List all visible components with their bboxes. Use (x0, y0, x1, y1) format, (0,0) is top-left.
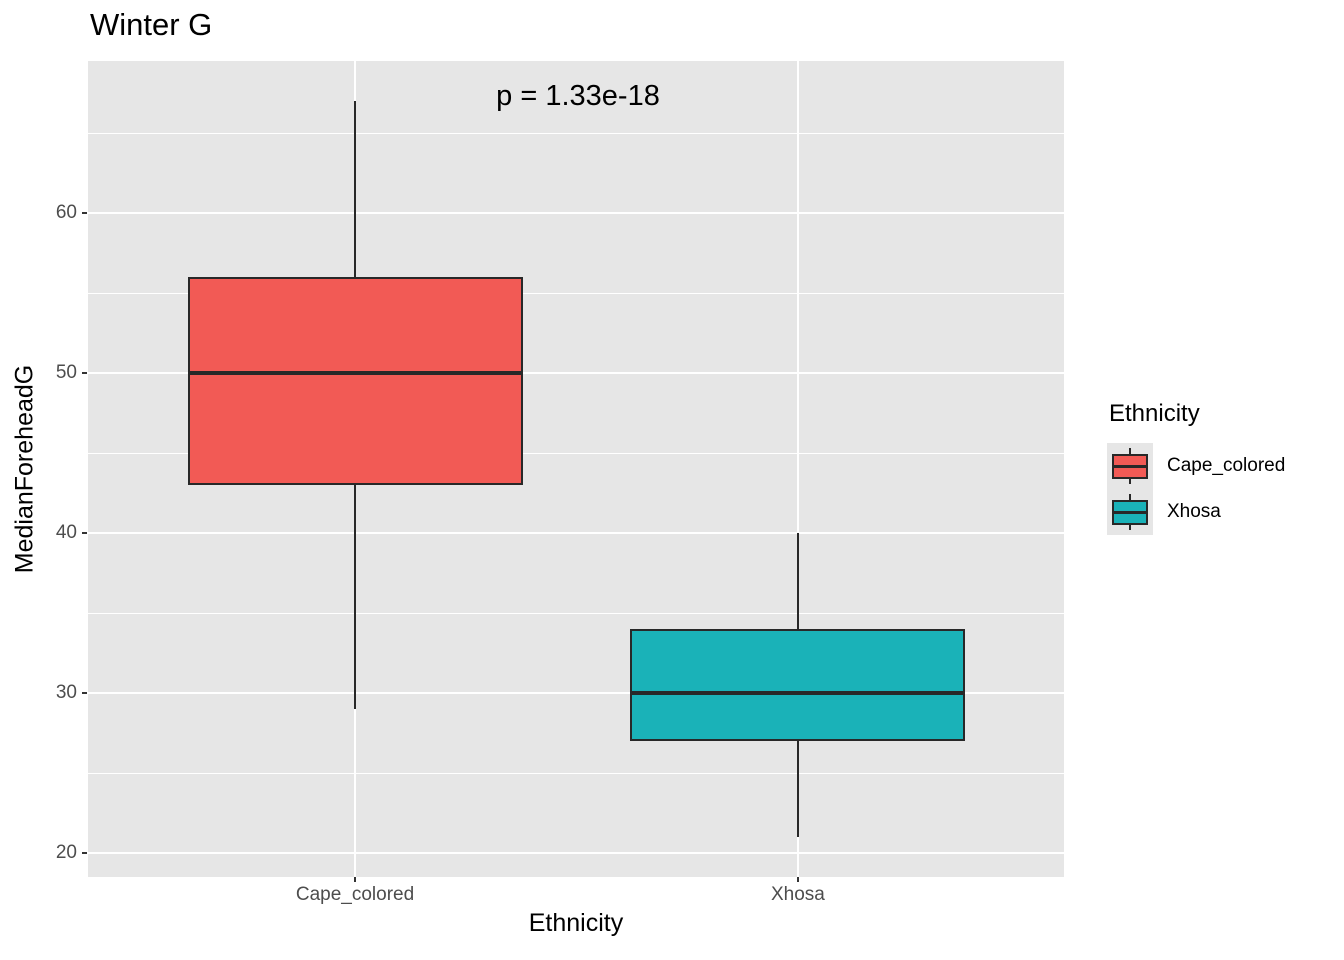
box-cape_colored (187, 277, 523, 485)
y-tick-label: 20 (55, 842, 77, 863)
y-tick-label: 30 (55, 682, 77, 703)
plot-panel (88, 61, 1064, 877)
y-tick-mark (82, 372, 87, 374)
y-gridline-major (88, 372, 1064, 374)
whisker-lower-xhosa (796, 741, 800, 837)
y-gridline-minor (88, 292, 1064, 294)
legend: Ethnicity Cape_colored Xhosa (1107, 399, 1285, 535)
median-cape_colored (187, 371, 523, 375)
y-gridline-minor (88, 772, 1064, 774)
legend-items: Cape_colored Xhosa (1107, 443, 1285, 535)
whisker-lower-cape_colored (353, 485, 357, 709)
legend-label-cape_colored: Cape_colored (1167, 455, 1286, 476)
y-axis-title: MedianForeheadG (10, 364, 39, 574)
box-xhosa (630, 629, 966, 741)
y-tick-label: 60 (55, 202, 77, 223)
y-gridline-major (88, 532, 1064, 534)
x-tick-mark (796, 877, 799, 882)
median-xhosa (630, 691, 966, 695)
x-gridline-major (796, 61, 799, 877)
y-tick-mark (82, 212, 87, 214)
y-gridline-minor (88, 612, 1064, 614)
legend-key-median-icon (1112, 464, 1148, 468)
legend-item-cape_colored: Cape_colored (1107, 443, 1285, 489)
x-tick-label: Cape_colored (295, 884, 415, 905)
legend-label-xhosa: Xhosa (1167, 501, 1221, 522)
y-tick-label: 40 (55, 522, 77, 543)
y-tick-mark (82, 852, 87, 854)
whisker-upper-xhosa (796, 533, 800, 629)
x-axis-title: Ethnicity (528, 909, 624, 937)
whisker-upper-cape_colored (353, 101, 357, 277)
y-tick-mark (82, 692, 87, 694)
y-tick-label: 50 (55, 362, 77, 383)
y-gridline-minor (88, 452, 1064, 454)
legend-title: Ethnicity (1109, 400, 1200, 427)
legend-key-xhosa (1107, 489, 1153, 535)
y-tick-mark (82, 532, 87, 534)
y-gridline-major (88, 692, 1064, 694)
plot-title: Winter G (90, 7, 213, 42)
legend-item-xhosa: Xhosa (1107, 489, 1285, 535)
legend-key-median-icon (1112, 510, 1148, 514)
p-value-annotation: p = 1.33e-18 (496, 80, 660, 112)
y-gridline-major (88, 852, 1064, 854)
y-gridline-minor (88, 132, 1064, 134)
y-gridline-major (88, 212, 1064, 214)
x-tick-label: Xhosa (771, 884, 825, 905)
legend-key-cape_colored (1107, 443, 1153, 489)
x-tick-mark (354, 877, 357, 882)
